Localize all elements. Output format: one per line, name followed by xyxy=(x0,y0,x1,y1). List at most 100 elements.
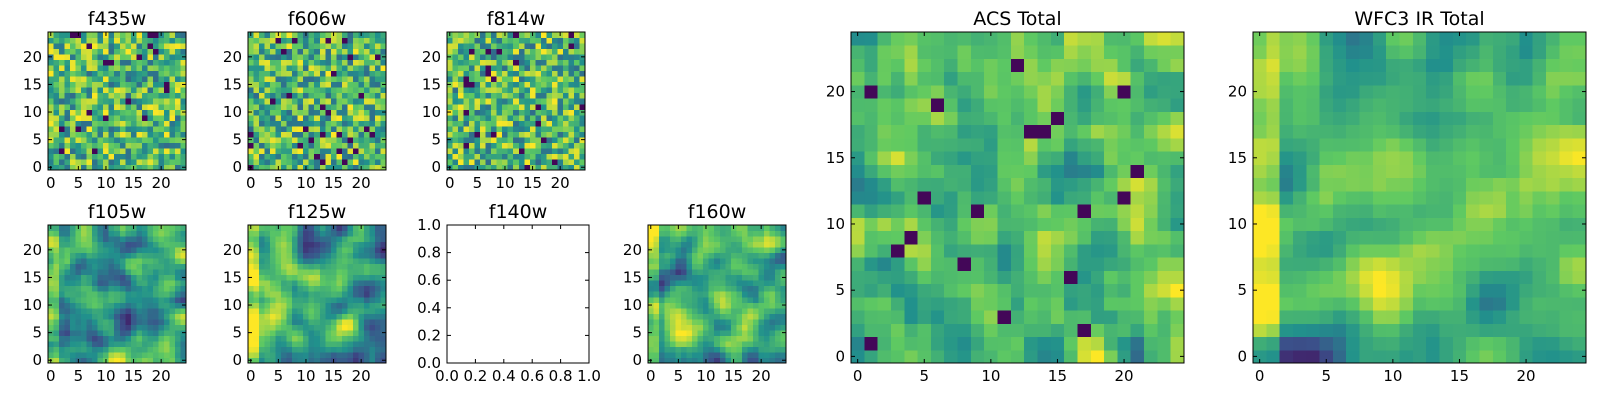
heatmap-cell xyxy=(330,125,337,132)
heatmap-cell xyxy=(507,114,514,121)
heatmap-cell xyxy=(174,48,181,55)
heatmap-cell xyxy=(944,283,959,298)
heatmap-cell xyxy=(535,136,542,143)
heatmap-cell xyxy=(292,324,299,331)
heatmap-cell xyxy=(1319,270,1334,285)
heatmap-cell xyxy=(308,258,315,265)
heatmap-cell xyxy=(758,324,765,331)
heatmap-cell xyxy=(180,241,187,248)
heatmap-cell xyxy=(692,236,699,243)
heatmap-cell xyxy=(997,58,1012,73)
heatmap-cell xyxy=(97,269,104,276)
heatmap-cell xyxy=(507,153,514,160)
heatmap-cell xyxy=(297,142,304,149)
heatmap-cell xyxy=(347,98,354,105)
heatmap-cell xyxy=(725,296,732,303)
heatmap-cell xyxy=(774,236,781,243)
heatmap-cell xyxy=(169,76,176,83)
heatmap-cell xyxy=(319,158,326,165)
heatmap-cell xyxy=(758,335,765,342)
heatmap-cell xyxy=(292,54,299,61)
heatmap-cell xyxy=(562,153,569,160)
heatmap-cell xyxy=(769,335,776,342)
heatmap-cell xyxy=(180,43,187,50)
heatmap-cell xyxy=(374,241,381,248)
heatmap-cell xyxy=(253,258,260,265)
heatmap-cell xyxy=(259,114,266,121)
heatmap-cell xyxy=(53,98,60,105)
heatmap-cell xyxy=(1170,111,1185,126)
heatmap-cell xyxy=(358,346,365,353)
heatmap-cell xyxy=(297,92,304,99)
heatmap-cell xyxy=(1359,190,1374,205)
heatmap-cell xyxy=(119,103,126,110)
heatmap-cell xyxy=(308,351,315,358)
heatmap-cell xyxy=(653,280,660,287)
heatmap-cell xyxy=(103,318,110,325)
heatmap-cell xyxy=(1037,217,1052,232)
x-tick-label: 15 xyxy=(124,367,143,385)
heatmap-cell xyxy=(970,296,985,311)
heatmap-cell xyxy=(518,153,525,160)
heatmap-cell xyxy=(469,32,476,39)
heatmap-cell xyxy=(957,336,972,351)
heatmap-cell xyxy=(1492,310,1507,324)
heatmap-cell xyxy=(458,54,465,61)
heatmap-cell xyxy=(573,158,580,165)
heatmap-cell xyxy=(546,59,553,66)
heatmap-cell xyxy=(675,280,682,287)
heatmap-cell xyxy=(480,153,487,160)
y-tick-label: 0 xyxy=(431,158,441,176)
heatmap-cell xyxy=(136,37,143,44)
heatmap-cell xyxy=(281,43,288,50)
heatmap-cell xyxy=(864,32,879,46)
heatmap-cell xyxy=(53,241,60,248)
heatmap-cell xyxy=(1077,137,1092,152)
heatmap-cell xyxy=(944,204,959,218)
heatmap-cell xyxy=(507,136,514,143)
heatmap-cell xyxy=(557,76,564,83)
heatmap-cell xyxy=(347,302,354,309)
heatmap-cell xyxy=(851,204,865,218)
heatmap-cell xyxy=(774,302,781,309)
heatmap-cell xyxy=(180,269,187,276)
heatmap-cell xyxy=(1506,310,1520,324)
heatmap-cell xyxy=(1439,204,1454,218)
heatmap-cell xyxy=(1546,283,1560,298)
heatmap-cell xyxy=(53,351,60,358)
heatmap-cell xyxy=(1157,32,1172,46)
heatmap-cell xyxy=(1010,111,1025,126)
heatmap-cell xyxy=(347,54,354,61)
heatmap-cell xyxy=(108,103,115,110)
heatmap-cell xyxy=(1037,323,1052,338)
heatmap-cell xyxy=(286,225,293,232)
heatmap-cell xyxy=(97,335,104,342)
heatmap-cell xyxy=(86,76,93,83)
heatmap-cell xyxy=(374,247,381,254)
heatmap-cell xyxy=(692,291,699,298)
heatmap-cell xyxy=(540,136,547,143)
heatmap-cell xyxy=(369,296,376,303)
heatmap-cell xyxy=(930,71,945,86)
heatmap-cell xyxy=(1170,177,1185,192)
heatmap-cell xyxy=(535,114,542,121)
heatmap-cell xyxy=(141,335,148,342)
heatmap-cell xyxy=(1372,177,1387,192)
heatmap-cell xyxy=(664,324,671,331)
heatmap-cell xyxy=(303,340,310,347)
heatmap-cell xyxy=(53,92,60,99)
heatmap-cell xyxy=(314,296,321,303)
heatmap-cell xyxy=(697,346,704,353)
heatmap-cell xyxy=(108,225,115,232)
heatmap-cell xyxy=(352,164,359,171)
heatmap-cell xyxy=(997,270,1012,285)
y-tick-label: 20 xyxy=(826,83,845,101)
heatmap-cell xyxy=(81,357,88,364)
heatmap-cell xyxy=(930,84,945,99)
heatmap-cell xyxy=(1144,164,1158,179)
heatmap-cell xyxy=(325,241,332,248)
heatmap-cell xyxy=(917,98,932,112)
heatmap-cell xyxy=(147,109,154,116)
heatmap-cell xyxy=(108,48,115,55)
heatmap-cell xyxy=(70,307,77,314)
